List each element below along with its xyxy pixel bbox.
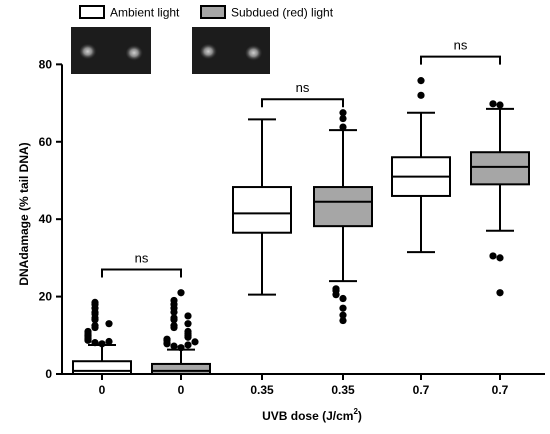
box xyxy=(313,186,373,228)
outlier-point xyxy=(170,342,178,350)
outlier-point xyxy=(332,285,340,293)
box xyxy=(232,186,292,234)
x-tick-label: 0 xyxy=(99,383,106,397)
comet-spot xyxy=(79,43,98,60)
y-axis-title: DNAdamage (% tail DNA) xyxy=(17,142,31,285)
inset-images xyxy=(71,27,270,74)
box-group xyxy=(151,289,211,375)
x-tick-label: 0 xyxy=(178,383,185,397)
legend-swatch xyxy=(200,5,226,19)
outlier-point xyxy=(496,254,504,262)
bracket-line xyxy=(101,268,182,278)
outlier-point xyxy=(184,312,192,320)
outlier-point xyxy=(170,296,178,305)
comet-assay-image xyxy=(71,27,151,74)
x-axis-title-superscript: 2 xyxy=(353,407,358,416)
significance-bracket: ns xyxy=(420,38,501,65)
box xyxy=(151,362,211,375)
y-tick-label: 40 xyxy=(39,212,53,226)
legend-label: Subdued (red) light xyxy=(231,6,334,20)
box-group xyxy=(313,109,373,325)
significance-label: ns xyxy=(296,80,310,95)
axes: 0 20 40 60 80 0 0 0.35 0.35 0.7 0.7 xyxy=(39,57,545,397)
outlier-point xyxy=(163,335,171,343)
outlier-point xyxy=(91,322,99,330)
box xyxy=(72,360,132,375)
outlier-point xyxy=(339,316,347,325)
outlier-point xyxy=(184,327,192,336)
outlier-point xyxy=(191,338,199,346)
legend-swatch xyxy=(79,5,105,19)
outlier-point xyxy=(184,341,192,349)
x-axis-title-main: UVB dose (J/cm xyxy=(262,409,353,423)
outlier-point xyxy=(339,109,347,117)
outlier-point xyxy=(177,289,185,297)
significance-label: ns xyxy=(135,250,149,265)
boxes xyxy=(72,77,530,375)
bracket-line xyxy=(261,98,344,108)
outlier-point xyxy=(496,101,504,109)
x-tick-label: 0.35 xyxy=(250,383,274,397)
outlier-point xyxy=(105,320,113,328)
comet-spot xyxy=(126,44,144,61)
y-tick-label: 0 xyxy=(45,367,52,381)
box-group xyxy=(391,77,451,254)
comet-spot xyxy=(200,43,219,60)
outlier-point xyxy=(170,322,178,330)
x-tick-label: 0.7 xyxy=(413,383,430,397)
annotations: ns ns ns xyxy=(101,38,501,278)
outlier-point xyxy=(339,311,347,319)
outlier-point xyxy=(339,114,347,123)
outlier-point xyxy=(496,289,504,297)
significance-bracket: ns xyxy=(261,80,344,108)
outlier-point xyxy=(105,337,113,346)
outlier-point xyxy=(417,91,425,99)
outlier-point xyxy=(339,304,347,312)
legend-entry: Subdued (red) light xyxy=(200,5,334,20)
outlier-point xyxy=(91,339,99,347)
legend-entry: Ambient light xyxy=(79,5,180,20)
outlier-point xyxy=(98,340,106,348)
legend: Ambient light Subdued (red) light xyxy=(79,5,334,20)
significance-bracket: ns xyxy=(101,250,182,278)
y-tick-label: 20 xyxy=(39,290,53,304)
comet-spot xyxy=(245,44,264,61)
x-tick-label: 0.35 xyxy=(331,383,355,397)
box-group xyxy=(232,118,292,296)
box-group xyxy=(72,298,132,375)
outlier-point xyxy=(84,327,92,336)
outlier-point xyxy=(177,344,185,352)
outlier-point xyxy=(170,314,178,322)
outlier-point xyxy=(489,252,497,260)
y-tick-label: 80 xyxy=(39,57,53,71)
bracket-line xyxy=(420,55,501,65)
outlier-point xyxy=(489,100,497,108)
outlier-point xyxy=(417,77,425,85)
comet-assay-image xyxy=(192,27,270,74)
significance-label: ns xyxy=(454,38,468,53)
outlier-point xyxy=(91,298,99,306)
outlier-point xyxy=(339,294,347,303)
x-axis-title-end: ) xyxy=(358,409,362,423)
legend-label: Ambient light xyxy=(110,6,180,20)
x-tick-label: 0.7 xyxy=(492,383,509,397)
box-group xyxy=(470,100,530,297)
outlier-point xyxy=(184,320,192,328)
y-tick-label: 60 xyxy=(39,135,53,149)
x-axis-title: UVB dose (J/cm2) xyxy=(262,407,362,423)
box xyxy=(470,151,530,186)
outlier-point xyxy=(339,123,347,131)
